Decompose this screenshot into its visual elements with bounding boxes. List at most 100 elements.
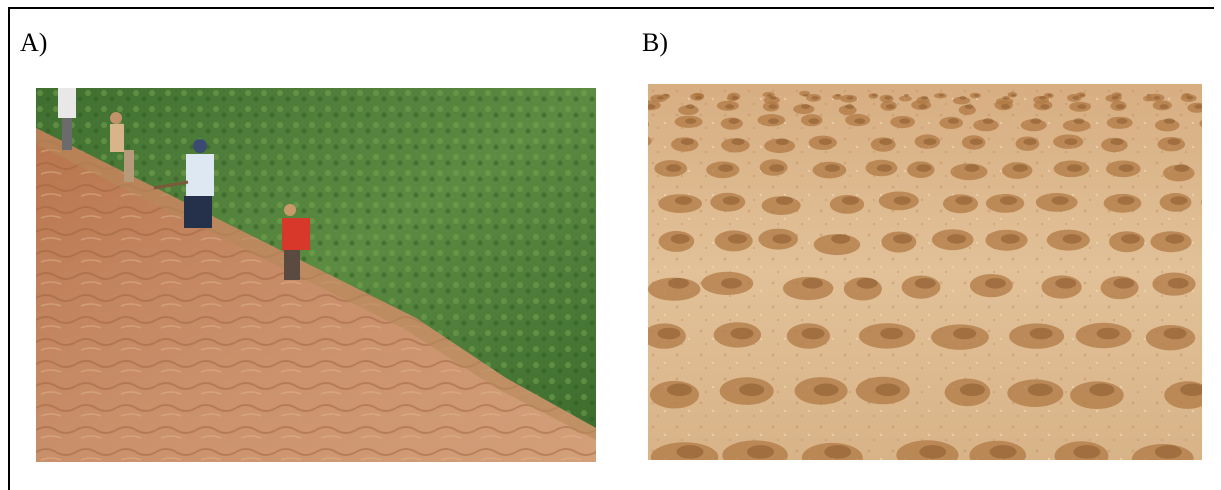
plant-tuft-shadow bbox=[1072, 96, 1080, 100]
plant-tuft-shadow bbox=[818, 138, 832, 145]
plant-tuft-shadow bbox=[1153, 96, 1161, 100]
plant-tuft-shadow bbox=[813, 383, 839, 397]
plant-tuft-shadow bbox=[1062, 234, 1082, 244]
plant-tuft-shadow bbox=[739, 383, 765, 397]
plant-tuft-shadow bbox=[1180, 383, 1202, 397]
plant-tuft-shadow bbox=[1118, 164, 1134, 172]
plant-tuft-shadow bbox=[1040, 104, 1050, 109]
plant-tuft-shadow bbox=[666, 164, 682, 172]
plant-tuft-shadow bbox=[1027, 383, 1053, 397]
plant-tuft-shadow bbox=[893, 234, 913, 244]
plant-tuft-shadow bbox=[1170, 196, 1188, 205]
plant-tuft-shadow bbox=[1000, 234, 1020, 244]
plant-tuft-shadow bbox=[675, 196, 692, 205]
plant-tuft-shadow bbox=[728, 118, 740, 124]
plant-tuft-shadow bbox=[959, 96, 967, 100]
plant-tuft-shadow bbox=[831, 234, 851, 244]
plant-tuft-shadow bbox=[919, 445, 947, 459]
plant-tuft-shadow bbox=[1023, 138, 1037, 145]
plant-tuft-shadow bbox=[985, 278, 1006, 289]
frame-left-border bbox=[8, 7, 10, 490]
worker-figures bbox=[58, 88, 310, 280]
plant-tuft-shadow bbox=[1089, 383, 1115, 397]
hillside-photo-svg bbox=[36, 88, 596, 462]
plant-tuft-shadow bbox=[768, 104, 778, 109]
plant-tuft-shadow bbox=[841, 196, 859, 205]
plant-tuft-shadow bbox=[824, 164, 840, 172]
plant-tuft-shadow bbox=[725, 104, 735, 109]
hillside-slope-workers-photo bbox=[36, 88, 596, 462]
plant-tuft-shadow bbox=[1167, 278, 1189, 289]
panel-b-label: B) bbox=[642, 28, 668, 57]
plant-tuft-shadow bbox=[808, 118, 820, 124]
plant-tuft-shadow bbox=[1064, 138, 1078, 145]
plant-tuft-shadow bbox=[899, 118, 911, 124]
plant-tuft-shadow bbox=[801, 104, 811, 109]
plant-tuft-shadow bbox=[880, 327, 904, 340]
plant-tuft-shadow bbox=[947, 234, 966, 244]
plant-tuft-shadow bbox=[856, 278, 878, 289]
plant-tuft-shadow bbox=[1194, 104, 1202, 109]
plant-tuft-shadow bbox=[1029, 327, 1053, 340]
plant-tuft bbox=[648, 121, 649, 127]
plant-tuft-shadow bbox=[1077, 104, 1087, 109]
plant-tuft-shadow bbox=[801, 327, 825, 340]
plant-tuft-shadow bbox=[1079, 94, 1085, 97]
plant-tuft-shadow bbox=[1001, 104, 1010, 109]
plant-tuft-shadow bbox=[811, 96, 819, 100]
plant-tuft-shadow bbox=[1163, 118, 1175, 124]
plant-tuft-shadow bbox=[1186, 96, 1194, 100]
plant-tuft-shadow bbox=[1113, 278, 1135, 289]
plant-tuft-shadow bbox=[775, 138, 789, 145]
plant-tuft-shadow bbox=[953, 327, 977, 340]
plant-tuft-shadow bbox=[656, 96, 664, 100]
plant-tuft-shadow bbox=[772, 234, 792, 244]
plant-tuft-shadow bbox=[875, 383, 901, 397]
plant-tuft-shadow bbox=[1012, 164, 1028, 172]
plant-tuft-shadow bbox=[885, 104, 895, 109]
plant-tuft-shadow bbox=[769, 164, 785, 172]
plant-tuft-shadow bbox=[1167, 138, 1181, 145]
plant-tuft-shadow bbox=[918, 104, 928, 109]
plant-tuft-shadow bbox=[728, 234, 747, 244]
plant-tuft-shadow bbox=[1073, 118, 1085, 124]
plant-tuft-shadow bbox=[1051, 196, 1069, 205]
plant-tuft-shadow bbox=[893, 196, 911, 205]
plant-tuft-shadow bbox=[768, 118, 779, 124]
plant-tuft bbox=[1199, 120, 1202, 128]
plant-tuft-shadow bbox=[1047, 94, 1053, 97]
plant-tuft-shadow bbox=[916, 164, 932, 172]
plant-tuft-shadow bbox=[667, 278, 689, 289]
plant-tuft-shadow bbox=[731, 138, 745, 145]
plant-tuft-shadow bbox=[938, 94, 944, 97]
plant-tuft-shadow bbox=[973, 94, 979, 97]
plant-tuft-shadow bbox=[845, 104, 854, 109]
plant-tuft-shadow bbox=[747, 445, 774, 459]
planted-soil-photo-svg bbox=[648, 84, 1202, 460]
plant-tuft-shadow bbox=[959, 383, 985, 397]
plant-tuft bbox=[1201, 199, 1202, 205]
plant-tuft bbox=[648, 136, 652, 146]
plant-tuft-shadow bbox=[718, 164, 734, 172]
planted-soil-furrows-photo bbox=[648, 84, 1202, 460]
plant-tuft-shadow bbox=[1055, 278, 1077, 289]
plant-tuft-shadow bbox=[923, 138, 937, 145]
plant-tuft-shadow bbox=[1115, 104, 1125, 109]
plant-tuft-shadow bbox=[721, 278, 742, 289]
plant-tuft-shadow bbox=[964, 104, 974, 109]
plant-tuft-shadow bbox=[1110, 138, 1124, 145]
plant-tuft-shadow bbox=[955, 196, 973, 205]
plant-tuft-shadow bbox=[1116, 118, 1128, 124]
plant-tuft-shadow bbox=[667, 383, 692, 397]
plant-tuft-shadow bbox=[657, 327, 681, 340]
plant-tuft-shadow bbox=[685, 104, 695, 109]
plant-tuft-shadow bbox=[982, 118, 994, 124]
plant-tuft-shadow bbox=[1073, 445, 1101, 459]
plant-tuft-shadow bbox=[884, 96, 892, 100]
plant-tuft-shadow bbox=[1154, 445, 1182, 459]
plant-tuft-shadow bbox=[921, 96, 929, 100]
plant-tuft-shadow bbox=[1067, 164, 1082, 172]
plant-tuft-shadow bbox=[722, 196, 740, 205]
plant-tuft-shadow bbox=[1121, 234, 1141, 244]
